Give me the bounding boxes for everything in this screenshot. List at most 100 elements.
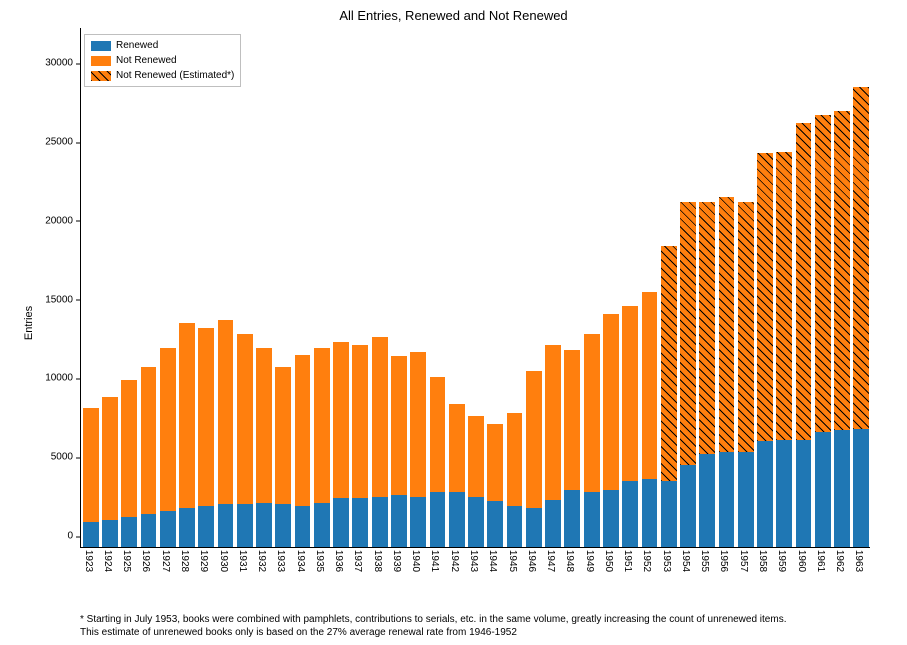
bar — [218, 320, 234, 547]
x-tick: 1954 — [680, 550, 691, 572]
bar — [198, 328, 214, 547]
footnote-text: * Starting in July 1953, books were comb… — [80, 614, 870, 639]
bar — [699, 202, 715, 547]
x-tick: 1957 — [738, 550, 749, 572]
x-tick: 1935 — [314, 550, 325, 572]
bar-segment-renewed — [487, 501, 503, 547]
legend-label: Renewed — [116, 38, 158, 53]
bar-segment-renewed — [603, 490, 619, 547]
x-tick: 1928 — [179, 550, 190, 572]
bar — [391, 356, 407, 547]
bar-segment-not_renewed — [642, 292, 658, 480]
bar-segment-renewed — [526, 508, 542, 547]
bar — [333, 342, 349, 547]
y-tick: 0 — [13, 531, 81, 542]
x-tick: 1951 — [622, 550, 633, 572]
bar-segment-renewed — [738, 452, 754, 547]
bar-segment-renewed — [83, 522, 99, 547]
bar-segment-renewed — [141, 514, 157, 547]
bar-segment-not_renewed — [410, 352, 426, 497]
bar-segment-not_renewed — [179, 323, 195, 507]
bar-segment-not_renewed_estimated — [796, 123, 812, 440]
bar-segment-renewed — [545, 500, 561, 547]
bar — [661, 246, 677, 547]
bar-segment-not_renewed — [121, 380, 137, 517]
bar — [815, 115, 831, 547]
bar-segment-renewed — [507, 506, 523, 547]
bar — [256, 348, 272, 547]
legend-swatch — [91, 71, 111, 81]
x-tick: 1938 — [372, 550, 383, 572]
bar-segment-not_renewed — [449, 404, 465, 492]
legend-item: Not Renewed (Estimated*) — [91, 68, 234, 83]
bar-segment-renewed — [757, 441, 773, 547]
x-tick: 1933 — [275, 550, 286, 572]
x-tick: 1932 — [256, 550, 267, 572]
bar-segment-not_renewed — [564, 350, 580, 490]
bar — [603, 314, 619, 547]
bar-segment-not_renewed — [487, 424, 503, 501]
x-tick: 1952 — [641, 550, 652, 572]
x-tick: 1958 — [757, 550, 768, 572]
bar-segment-renewed — [333, 498, 349, 547]
x-tick: 1936 — [333, 550, 344, 572]
legend-swatch — [91, 41, 111, 51]
y-tick: 10000 — [13, 373, 81, 384]
bar — [545, 345, 561, 547]
bar-segment-renewed — [719, 452, 735, 547]
bar-segment-not_renewed_estimated — [680, 202, 696, 465]
x-tick: 1939 — [391, 550, 402, 572]
bar — [102, 397, 118, 547]
x-tick: 1930 — [218, 550, 229, 572]
bar-segment-not_renewed — [198, 328, 214, 506]
bar — [430, 377, 446, 547]
bar-segment-renewed — [699, 454, 715, 547]
bar-segment-not_renewed_estimated — [834, 111, 850, 431]
bar-segment-not_renewed — [391, 356, 407, 495]
bar — [468, 416, 484, 547]
x-tick: 1945 — [507, 550, 518, 572]
bar-segment-renewed — [776, 440, 792, 547]
bar-segment-renewed — [430, 492, 446, 547]
y-tick: 30000 — [13, 58, 81, 69]
x-tick: 1931 — [237, 550, 248, 572]
bar — [275, 367, 291, 547]
bar-segment-not_renewed — [295, 355, 311, 506]
bar — [449, 404, 465, 547]
x-tick: 1947 — [545, 550, 556, 572]
bar-segment-renewed — [198, 506, 214, 547]
y-tick: 5000 — [13, 452, 81, 463]
x-tick: 1942 — [449, 550, 460, 572]
chart-title: All Entries, Renewed and Not Renewed — [0, 8, 907, 23]
x-tick: 1950 — [603, 550, 614, 572]
bar-segment-renewed — [853, 429, 869, 547]
x-tick: 1943 — [468, 550, 479, 572]
bar-segment-renewed — [237, 504, 253, 547]
y-axis-label: Entries — [23, 305, 35, 339]
x-tick: 1929 — [198, 550, 209, 572]
x-tick: 1937 — [352, 550, 363, 572]
x-tick: 1953 — [661, 550, 672, 572]
bar — [642, 292, 658, 547]
bar-segment-not_renewed — [468, 416, 484, 496]
plot-area: 0500010000150002000025000300001923192419… — [80, 28, 870, 548]
bar — [757, 153, 773, 547]
bar-segment-not_renewed — [622, 306, 638, 481]
bar-segment-not_renewed — [584, 334, 600, 492]
bar-segment-renewed — [179, 508, 195, 547]
bar-segment-not_renewed_estimated — [661, 246, 677, 481]
bar — [237, 334, 253, 547]
y-tick: 20000 — [13, 215, 81, 226]
x-tick: 1948 — [564, 550, 575, 572]
bar — [853, 87, 869, 547]
x-tick: 1940 — [410, 550, 421, 572]
bar-segment-renewed — [275, 504, 291, 547]
bar-segment-renewed — [468, 497, 484, 547]
bar-segment-renewed — [121, 517, 137, 547]
bar-segment-renewed — [256, 503, 272, 547]
bar-segment-not_renewed — [372, 337, 388, 496]
bar-segment-not_renewed_estimated — [776, 152, 792, 440]
legend-swatch — [91, 56, 111, 66]
bar — [680, 202, 696, 547]
bar-segment-not_renewed — [218, 320, 234, 504]
